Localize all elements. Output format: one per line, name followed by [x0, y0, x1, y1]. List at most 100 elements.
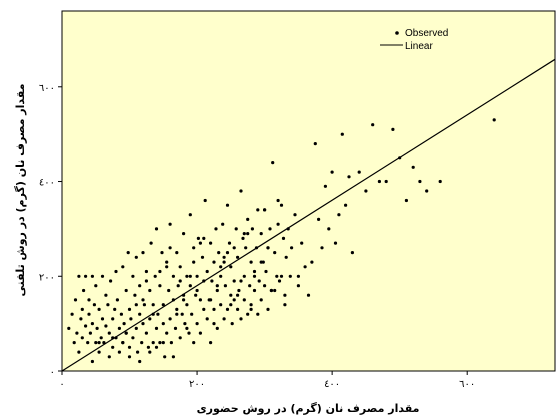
- data-point: [82, 288, 86, 293]
- data-point: [117, 350, 121, 354]
- data-point: [492, 118, 496, 122]
- data-point: [225, 203, 230, 207]
- data-point: [200, 255, 205, 259]
- data-point: [141, 322, 145, 326]
- data-point: [106, 303, 110, 307]
- data-point: [249, 303, 253, 307]
- data-point: [104, 324, 108, 328]
- data-point: [425, 189, 429, 193]
- data-point: [144, 269, 148, 274]
- data-point: [175, 307, 179, 311]
- data-point: [131, 274, 135, 278]
- data-point: [115, 298, 119, 302]
- data-point: [300, 241, 304, 245]
- data-point: [320, 246, 324, 250]
- data-point: [268, 227, 272, 231]
- data-point: [232, 298, 236, 302]
- data-point: [411, 165, 415, 169]
- data-point: [257, 279, 261, 283]
- data-point: [283, 293, 287, 297]
- data-point: [178, 336, 182, 340]
- data-point: [148, 317, 152, 321]
- data-point: [94, 341, 98, 345]
- data-point: [148, 350, 152, 354]
- data-point: [215, 326, 219, 330]
- data-point: [239, 279, 243, 283]
- data-point: [113, 307, 117, 311]
- data-point: [232, 279, 236, 283]
- data-point: [203, 198, 207, 203]
- data-point: [357, 170, 361, 174]
- data-point: [111, 317, 115, 321]
- data-point: [111, 345, 115, 349]
- data-point: [124, 288, 128, 293]
- data-point: [333, 241, 338, 245]
- data-point: [100, 317, 105, 321]
- data-point: [156, 312, 160, 316]
- data-point: [198, 298, 202, 302]
- data-point: [188, 274, 192, 278]
- data-point: [306, 293, 311, 297]
- data-point: [119, 312, 123, 316]
- data-point: [230, 322, 234, 326]
- data-point: [364, 189, 368, 193]
- data-point: [192, 260, 196, 264]
- data-point: [158, 284, 162, 288]
- data-point: [273, 251, 277, 255]
- data-point: [244, 246, 248, 250]
- data-point: [168, 317, 172, 321]
- data-point: [317, 217, 321, 221]
- linear-fit-line: [61, 58, 556, 372]
- data-point: [136, 350, 140, 354]
- data-point: [222, 260, 226, 264]
- data-point: [176, 284, 180, 288]
- data-point: [279, 203, 284, 207]
- data-point: [252, 274, 257, 278]
- data-point: [138, 284, 142, 288]
- data-point: [182, 232, 186, 236]
- data-point: [79, 317, 83, 321]
- data-point: [146, 345, 150, 349]
- data-point: [288, 274, 292, 278]
- data-point: [67, 326, 71, 330]
- data-point: [263, 208, 267, 212]
- data-point: [229, 293, 233, 297]
- data-point: [323, 184, 327, 188]
- data-point: [121, 265, 125, 269]
- data-point: [266, 246, 270, 250]
- data-point: [173, 326, 178, 330]
- data-point: [151, 341, 155, 345]
- data-point: [279, 274, 284, 278]
- data-point: [151, 303, 155, 307]
- data-point: [195, 322, 199, 326]
- data-point: [87, 298, 91, 302]
- data-point: [107, 355, 111, 359]
- data-point: [256, 208, 260, 212]
- y-tick-label: ٠: [50, 367, 55, 378]
- data-point: [187, 331, 191, 335]
- data-point: [161, 322, 165, 326]
- data-point: [134, 303, 138, 307]
- data-point: [277, 279, 282, 283]
- data-point: [144, 331, 148, 335]
- data-point: [160, 251, 164, 255]
- legend-observed-label: Observed: [405, 28, 448, 39]
- data-point: [219, 265, 223, 269]
- data-point: [97, 307, 101, 311]
- data-point: [178, 265, 182, 269]
- data-point: [209, 241, 213, 245]
- data-point: [276, 198, 280, 203]
- data-point: [190, 312, 194, 316]
- data-point: [266, 307, 270, 311]
- x-axis-title: مقدار مصرف نان (گرم) در روش حضوری: [197, 402, 420, 415]
- data-point: [104, 293, 108, 297]
- data-point: [185, 326, 189, 330]
- data-point: [188, 284, 192, 288]
- data-point: [163, 355, 167, 359]
- data-point: [259, 260, 263, 264]
- data-point: [221, 222, 225, 226]
- data-point: [77, 350, 81, 354]
- data-point: [225, 307, 230, 311]
- data-point: [153, 274, 157, 278]
- data-point: [249, 307, 253, 311]
